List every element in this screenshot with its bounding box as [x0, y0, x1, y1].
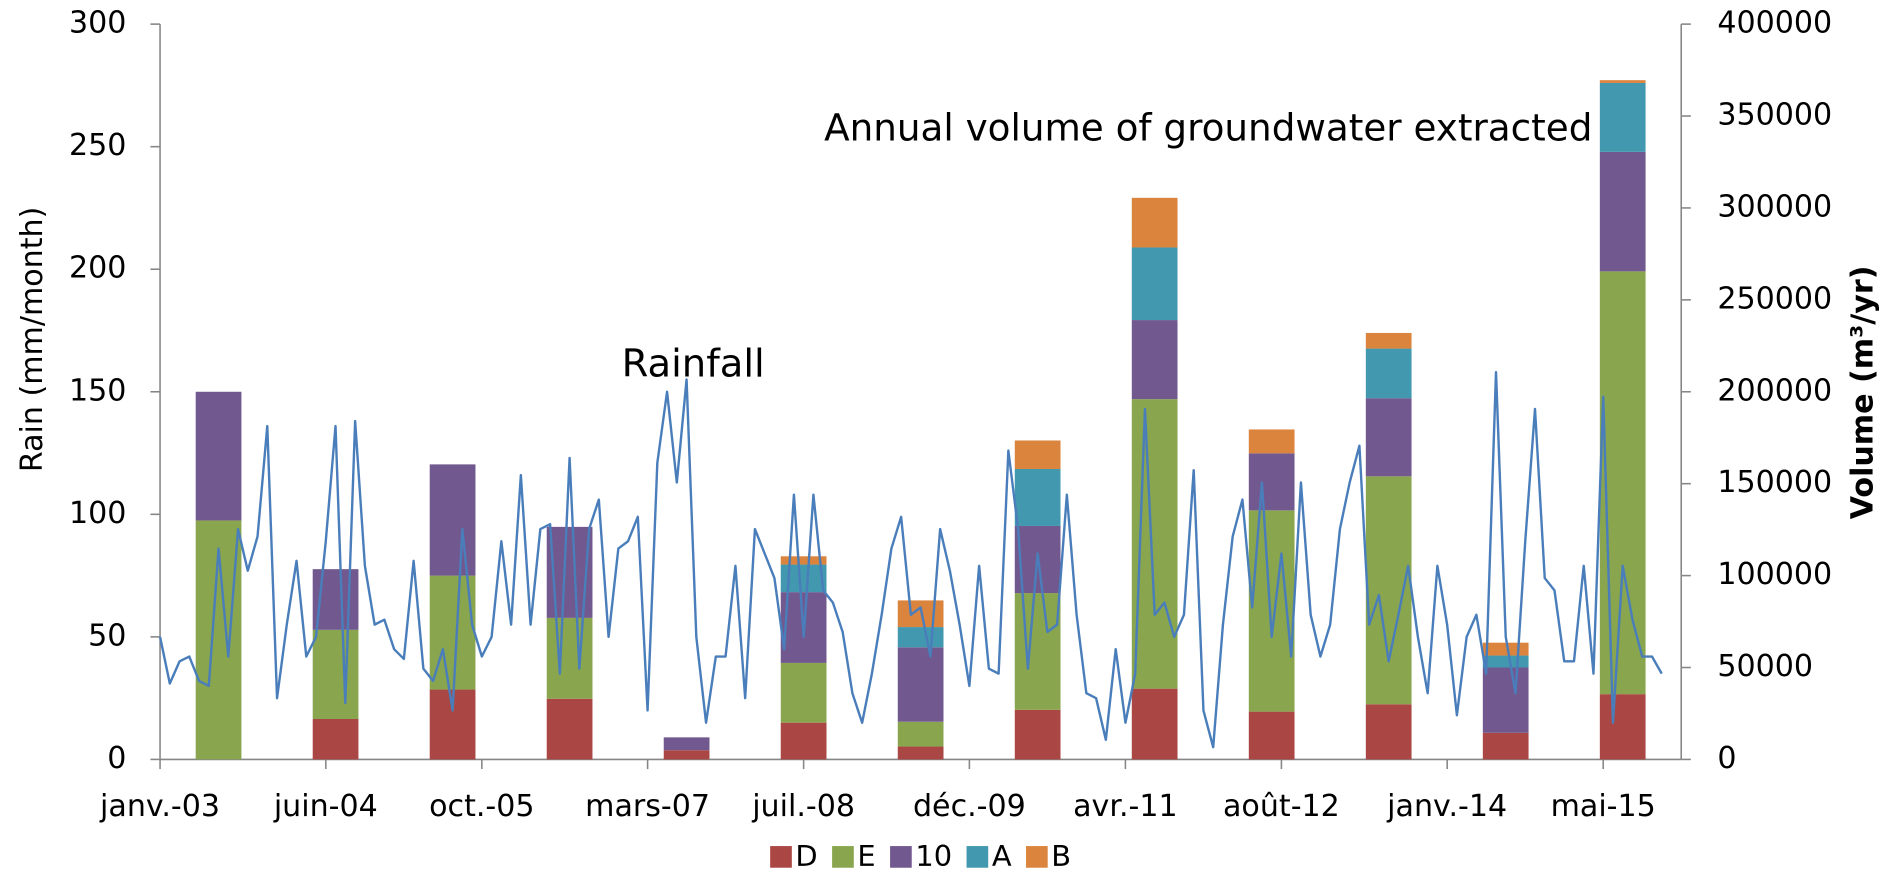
y-tick-label: 50	[88, 618, 126, 653]
y-tick-label: 200	[69, 251, 126, 286]
x-tick-label: déc.-09	[913, 789, 1026, 824]
legend-swatch	[966, 846, 989, 868]
x-tick-label: janv.-14	[1386, 789, 1507, 824]
x-tick-label: oct.-05	[429, 789, 534, 824]
y2-tick-label: 100000	[1717, 557, 1832, 592]
bar-segment	[1131, 399, 1178, 689]
bar-segment	[429, 464, 476, 576]
bar-segment	[1482, 732, 1529, 760]
bar-segment	[897, 600, 944, 628]
x-tick-label: août-12	[1223, 789, 1340, 824]
line-annotation: Rainfall	[622, 341, 765, 386]
y-tick-label: 250	[69, 128, 126, 163]
y2-tick-label: 0	[1717, 741, 1736, 776]
x-tick-label: juil.-08	[751, 789, 855, 824]
legend-swatch	[832, 846, 854, 868]
bar-segment	[1248, 711, 1295, 760]
bar-segment	[1365, 398, 1412, 477]
y-tick-label: 100	[69, 496, 126, 531]
x-tick-label: avr.-11	[1073, 789, 1178, 824]
bar-segment	[1599, 151, 1646, 272]
legend-label: D	[795, 839, 817, 873]
bar-segment	[663, 737, 710, 751]
bar-segment	[897, 647, 944, 722]
y2-tick-label: 300000	[1717, 189, 1832, 224]
y-tick-label: 300	[69, 6, 126, 41]
bar-segment	[1599, 271, 1646, 695]
bar-segment	[1131, 247, 1178, 321]
legend-label: 10	[915, 839, 952, 873]
bar-segment	[1599, 80, 1646, 83]
y2-axis-title: Volume (m³/yr)	[1846, 266, 1881, 520]
bar-segment	[1365, 332, 1412, 349]
bar-segment	[312, 629, 359, 719]
bar-segment	[1482, 642, 1529, 656]
bar-segment	[1599, 694, 1646, 760]
bar-segment	[1365, 476, 1412, 705]
x-tick-label: janv.-03	[99, 789, 220, 824]
legend-swatch	[770, 846, 792, 868]
bar-segment	[1599, 82, 1646, 152]
x-tick-label: mai-15	[1551, 789, 1656, 824]
bar-segment	[1365, 704, 1412, 760]
y2-tick-label: 200000	[1717, 373, 1832, 408]
bar-segment	[1014, 468, 1061, 526]
bar-segment	[195, 391, 242, 521]
legend-label: E	[857, 839, 875, 873]
legend-swatch	[1026, 846, 1048, 868]
bar-segment	[1248, 453, 1295, 511]
bar-segment	[1014, 709, 1061, 760]
y2-tick-label: 350000	[1717, 98, 1832, 133]
x-tick-label: mars-07	[585, 789, 710, 824]
legend-label: A	[992, 839, 1012, 873]
bar-segment	[663, 750, 710, 760]
y-tick-label: 150	[69, 373, 126, 408]
bar-segment	[1014, 593, 1061, 710]
bar-segment	[312, 718, 359, 760]
bar-segment	[897, 746, 944, 760]
bar-segment	[1131, 320, 1178, 400]
bar-segment	[1248, 429, 1295, 454]
bar-segment	[1482, 655, 1529, 668]
bar-segment	[546, 698, 593, 760]
bar-segment	[780, 556, 827, 565]
legend-label: B	[1051, 839, 1071, 873]
y-tick-label: 0	[107, 741, 126, 776]
bar-segment	[780, 662, 827, 723]
bar-segment	[780, 722, 827, 760]
y-axis-title: Rain (mm/month)	[15, 207, 50, 472]
bar-segment	[1482, 667, 1529, 733]
bar-segment	[1131, 688, 1178, 760]
bar-annotation: Annual volume of groundwater extracted	[824, 106, 1592, 150]
y2-tick-label: 150000	[1717, 465, 1832, 500]
bar-segment	[1014, 440, 1061, 469]
bar-segment	[897, 721, 944, 747]
bar-segment	[1131, 197, 1178, 248]
bar-segment	[897, 627, 944, 648]
legend-swatch	[890, 846, 912, 868]
y2-tick-label: 50000	[1717, 649, 1813, 684]
y2-tick-label: 250000	[1717, 281, 1832, 316]
rain-line	[158, 370, 1663, 749]
y2-tick-label: 400000	[1717, 6, 1832, 41]
bar-segment	[546, 617, 593, 699]
x-tick-label: juin-04	[273, 789, 378, 824]
bar-segment	[1365, 348, 1412, 399]
